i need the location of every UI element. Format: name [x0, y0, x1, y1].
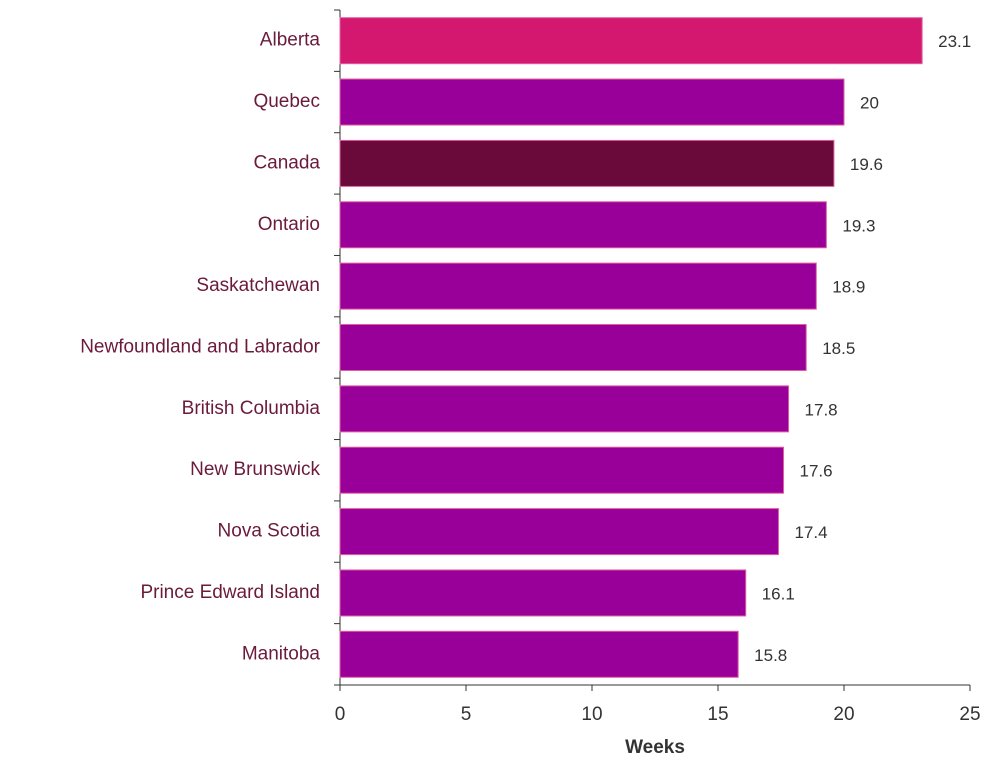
y-tick-label: Saskatchewan [196, 275, 320, 296]
value-label: 16.1 [762, 584, 795, 603]
value-label: 19.6 [850, 155, 883, 174]
value-label: 17.6 [800, 462, 833, 481]
bar [339, 630, 739, 678]
value-label: 18.5 [822, 339, 855, 358]
value-label: 15.8 [754, 646, 787, 665]
bar [339, 17, 923, 65]
bar [339, 323, 807, 372]
y-tick-label: Quebec [253, 91, 320, 112]
value-label: 23.1 [938, 32, 971, 51]
bar [339, 508, 779, 556]
y-tick-label: Alberta [260, 30, 321, 51]
value-label: 20 [860, 94, 879, 113]
y-tick-label: Prince Edward Island [140, 582, 320, 603]
value-label: 17.4 [794, 523, 827, 542]
bar [339, 385, 790, 433]
x-tick-label: 15 [707, 704, 728, 725]
bar [339, 569, 747, 617]
bar [339, 139, 835, 187]
value-label: 18.9 [832, 278, 865, 297]
y-tick-label: Manitoba [242, 643, 321, 664]
y-tick-label: Newfoundland and Labrador [80, 337, 320, 358]
x-tick-label: 25 [959, 704, 980, 725]
x-tick-label: 5 [461, 704, 472, 725]
y-tick-label: Nova Scotia [218, 521, 321, 542]
bar [339, 262, 817, 310]
y-tick-label: British Columbia [182, 398, 321, 419]
bar [339, 201, 827, 249]
x-tick-label: 0 [335, 704, 346, 725]
y-tick-label: New Brunswick [190, 459, 320, 480]
bar [339, 78, 845, 126]
x-axis-label: Weeks [625, 737, 685, 758]
value-label: 17.8 [805, 400, 838, 419]
x-tick-label: 10 [581, 704, 602, 725]
y-tick-label: Ontario [258, 214, 320, 235]
value-label: 19.3 [842, 216, 875, 235]
x-tick-label: 20 [833, 704, 854, 725]
y-tick-label: Canada [253, 152, 320, 173]
bar [339, 446, 785, 494]
